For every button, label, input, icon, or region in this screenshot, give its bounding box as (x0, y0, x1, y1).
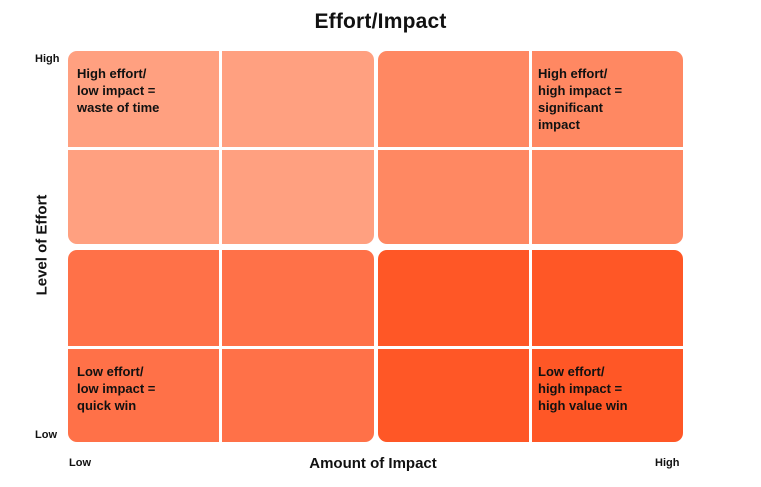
y-axis-low-label: Low (35, 429, 57, 441)
quadrant-label: Low effort/ low impact = quick win (77, 364, 156, 413)
grid-divider-horizontal (378, 147, 683, 150)
x-axis-high-label: High (655, 457, 680, 469)
grid-divider-horizontal (68, 346, 374, 349)
quadrant-label: High effort/ low impact = waste of time (77, 66, 160, 115)
grid-divider-horizontal (378, 346, 683, 349)
quadrant-low-effort-high-impact: Low effort/ high impact = high value win (378, 250, 683, 442)
diagram-title: Effort/Impact (314, 10, 447, 33)
x-axis-label: Amount of Impact (309, 455, 437, 472)
quadrant-label: Low effort/ high impact = high value win (538, 364, 628, 413)
quadrant-high-effort-low-impact: High effort/ low impact = waste of time (68, 51, 374, 244)
grid-divider-horizontal (68, 147, 374, 150)
quadrant-high-effort-high-impact: High effort/ high impact = significant i… (378, 51, 683, 244)
y-axis-high-label: High (35, 53, 60, 65)
y-axis-label: Level of Effort (33, 194, 51, 296)
quadrant-low-effort-low-impact: Low effort/ low impact = quick win (68, 250, 374, 442)
quadrant-label: High effort/ high impact = significant i… (538, 66, 623, 132)
x-axis-low-label: Low (69, 457, 91, 469)
